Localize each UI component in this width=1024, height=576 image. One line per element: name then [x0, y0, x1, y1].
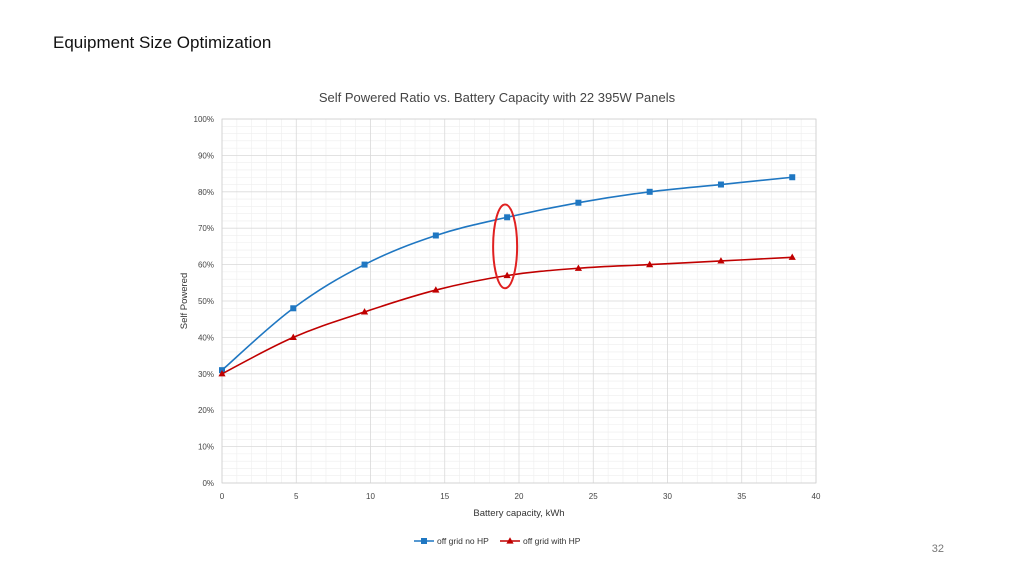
chart-title: Self Powered Ratio vs. Battery Capacity …	[319, 90, 676, 105]
legend-marker-1	[421, 538, 427, 544]
series-1-point	[361, 261, 368, 268]
y-axis-tick-labels: 0% 10% 20% 30% 40% 50% 60% 70% 80% 90% 100%	[194, 115, 214, 488]
y-tick-label: 30%	[198, 370, 214, 379]
x-tick-label: 40	[812, 492, 821, 501]
series-2-point	[432, 286, 440, 293]
series-1-point	[575, 199, 582, 206]
series-2-point	[218, 370, 226, 377]
series-1-point	[789, 174, 796, 181]
legend-label-1: off grid no HP	[437, 536, 489, 546]
slide-title: Equipment Size Optimization	[53, 33, 272, 52]
x-tick-label: 15	[440, 492, 449, 501]
y-tick-label: 50%	[198, 297, 214, 306]
plot-area-frame	[221, 118, 817, 484]
series-1-point	[504, 214, 511, 221]
y-tick-label: 80%	[198, 188, 214, 197]
y-tick-label: 10%	[198, 443, 214, 452]
y-tick-label: 90%	[198, 151, 214, 160]
y-tick-label: 20%	[198, 406, 214, 415]
legend-marker-2	[506, 537, 514, 544]
series-2-point	[646, 260, 654, 268]
x-tick-label: 25	[589, 492, 598, 501]
series-1-point	[432, 232, 439, 239]
page-number: 32	[931, 543, 944, 555]
x-tick-label: 0	[220, 492, 225, 501]
highlight-ellipse	[492, 203, 519, 290]
legend: off grid no HP off grid with HP	[414, 536, 581, 546]
series-1-point	[646, 188, 653, 195]
y-axis-title: Self Powered	[179, 273, 190, 330]
series-2-point	[503, 271, 511, 279]
y-tick-label: 0%	[202, 479, 214, 488]
series-2-point	[360, 308, 369, 315]
legend-label-2: off grid with HP	[523, 536, 581, 546]
y-tick-label: 40%	[198, 333, 214, 342]
series-1-point	[290, 305, 297, 312]
x-tick-label: 5	[294, 492, 299, 501]
series-layer	[218, 174, 796, 377]
y-tick-label: 100%	[194, 115, 214, 124]
series-2-point	[717, 257, 725, 264]
x-tick-label: 30	[663, 492, 672, 501]
y-tick-label: 60%	[198, 261, 214, 270]
series-1-point	[717, 181, 724, 188]
series-2-point	[788, 253, 796, 260]
x-tick-label: 20	[515, 492, 524, 501]
series-2-point	[574, 264, 582, 271]
series-2-point	[289, 333, 297, 340]
x-tick-label: 10	[366, 492, 375, 501]
x-tick-label: 35	[737, 492, 746, 501]
x-axis-title: Battery capacity, kWh	[473, 508, 564, 519]
y-tick-label: 70%	[198, 224, 214, 233]
x-axis-tick-labels: 0 5 10 15 20 25 30 35 40	[220, 492, 821, 501]
